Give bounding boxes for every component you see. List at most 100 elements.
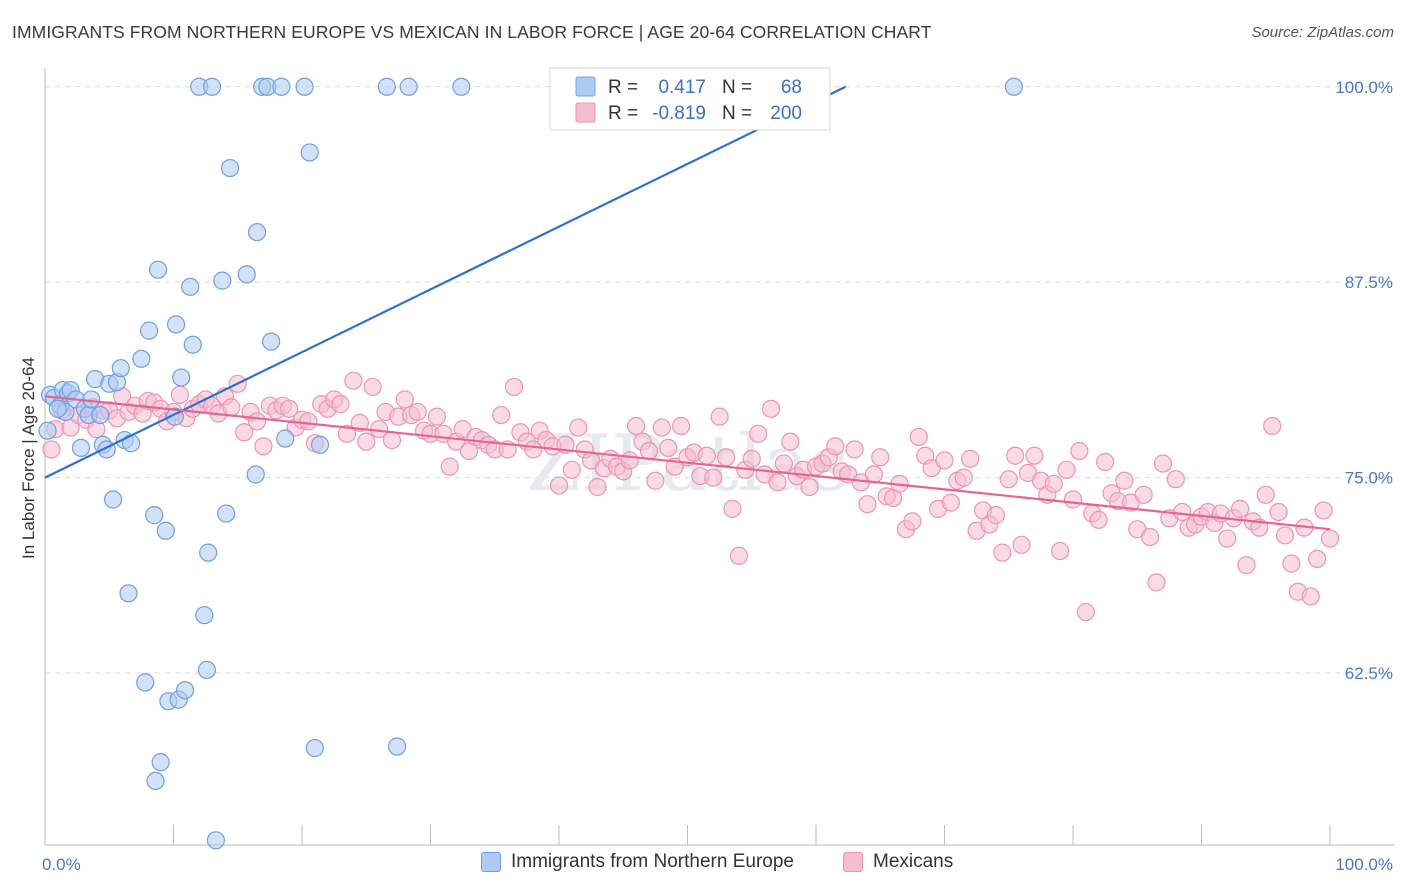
mexicans-point xyxy=(569,418,588,437)
mexicans-point xyxy=(331,395,350,414)
mexicans-point xyxy=(1070,441,1089,461)
mexicans-point xyxy=(826,437,845,456)
northern-europe-point xyxy=(136,673,155,692)
mexicans-point xyxy=(170,385,190,404)
legend-swatch-northern-europe xyxy=(481,852,501,872)
mexicans-point xyxy=(299,412,318,431)
mexicans-point xyxy=(395,390,414,409)
northern-europe-points xyxy=(38,77,1023,850)
northern-europe-point xyxy=(104,490,123,509)
northern-europe-point xyxy=(197,660,217,680)
northern-europe-point xyxy=(1004,77,1023,96)
x-tick-label: 100.0% xyxy=(1335,855,1393,874)
legend-swatch-pink xyxy=(575,102,596,123)
axes xyxy=(44,68,1395,846)
mexicans-point xyxy=(382,430,402,450)
mexicans-point xyxy=(1044,474,1063,493)
legend-swatch-blue xyxy=(575,76,596,97)
mexicans-point xyxy=(350,413,369,432)
mexicans-point xyxy=(671,416,691,436)
mexicans-point xyxy=(1237,556,1256,575)
mexicans-point xyxy=(588,477,607,497)
northern-europe-point xyxy=(262,332,281,351)
mexicans-point xyxy=(363,377,382,397)
northern-europe-point xyxy=(300,143,319,162)
legend-r-label: R = xyxy=(608,77,638,98)
mexicans-point xyxy=(254,437,273,456)
northern-europe-point xyxy=(195,606,214,625)
mexicans-point xyxy=(993,543,1012,562)
mexicans-point xyxy=(697,446,716,465)
mexicans-point xyxy=(1301,587,1320,606)
mexicans-point xyxy=(716,448,736,467)
northern-europe-point xyxy=(183,335,202,354)
y-tick-label: 100.0% xyxy=(1335,78,1393,97)
y-tick-label: 62.5% xyxy=(1345,664,1393,683)
northern-europe-point xyxy=(132,349,151,368)
mexicans-point xyxy=(800,477,819,497)
mexicans-point xyxy=(1134,485,1153,504)
mexicans-point xyxy=(1006,446,1025,465)
northern-europe-point xyxy=(199,543,218,562)
northern-europe-point xyxy=(206,831,226,850)
mexicans-point xyxy=(729,546,749,565)
mexicans-point xyxy=(761,399,781,418)
mexicans-point xyxy=(710,407,729,426)
northern-europe-point xyxy=(217,504,236,523)
northern-europe-trend-line xyxy=(44,85,847,479)
legend-r-value: -0.819 xyxy=(652,103,706,124)
northern-europe-point xyxy=(139,321,159,340)
mexicans-point xyxy=(1314,501,1333,520)
mexicans-point xyxy=(357,432,376,451)
mexicans-point xyxy=(247,412,267,431)
northern-europe-point xyxy=(247,223,267,242)
northern-europe-point xyxy=(237,265,256,284)
northern-europe-point xyxy=(119,584,138,603)
legend-n-value: 200 xyxy=(770,103,802,124)
northern-europe-point xyxy=(38,421,57,440)
mexicans-point xyxy=(235,423,254,442)
northern-europe-point xyxy=(145,506,164,525)
mexicans-point xyxy=(909,427,928,447)
mexicans-point xyxy=(723,499,742,518)
mexicans-point xyxy=(1269,502,1288,522)
northern-europe-point xyxy=(172,368,191,387)
legend-r-label: R = xyxy=(608,103,638,124)
source-credit: Source: ZipAtlas.com xyxy=(1251,24,1394,41)
northern-europe-point xyxy=(220,158,240,178)
mexicans-point xyxy=(1166,470,1185,489)
northern-europe-point xyxy=(151,753,170,772)
mexicans-point xyxy=(858,495,877,514)
mexicans-point xyxy=(344,371,363,390)
northern-europe-point xyxy=(146,771,165,791)
mexicans-point xyxy=(492,405,511,425)
mexicans-point xyxy=(1063,490,1083,509)
mexicans-point xyxy=(774,454,793,473)
mexicans-point xyxy=(941,493,961,512)
mexicans-point xyxy=(1051,541,1070,561)
mexicans-point xyxy=(562,460,581,479)
legend-item-northern-europe: Immigrants from Northern Europe xyxy=(481,851,794,873)
legend-n-value: 68 xyxy=(781,77,802,98)
mexicans-point xyxy=(845,440,864,459)
northern-europe-point xyxy=(377,77,396,96)
legend-label-mexicans: Mexicans xyxy=(873,851,954,872)
mexicans-point xyxy=(903,512,922,531)
mexicans-point xyxy=(620,451,639,470)
legend-r-value: 0.417 xyxy=(658,77,706,98)
mexicans-point xyxy=(1173,502,1192,522)
northern-europe-point xyxy=(305,738,324,758)
y-tick-label: 87.5% xyxy=(1345,273,1393,292)
northern-europe-point xyxy=(156,521,175,540)
northern-europe-point xyxy=(452,77,471,96)
mexicans-point xyxy=(1147,573,1166,592)
mexicans-point xyxy=(646,471,665,490)
mexicans-point xyxy=(524,440,543,459)
northern-europe-point xyxy=(295,77,314,96)
mexicans-point xyxy=(659,438,678,458)
mexicans-point xyxy=(768,473,787,492)
mexicans-point xyxy=(639,441,659,461)
x-tick-label: 0.0% xyxy=(42,855,81,874)
mexicans-point xyxy=(1115,471,1134,490)
